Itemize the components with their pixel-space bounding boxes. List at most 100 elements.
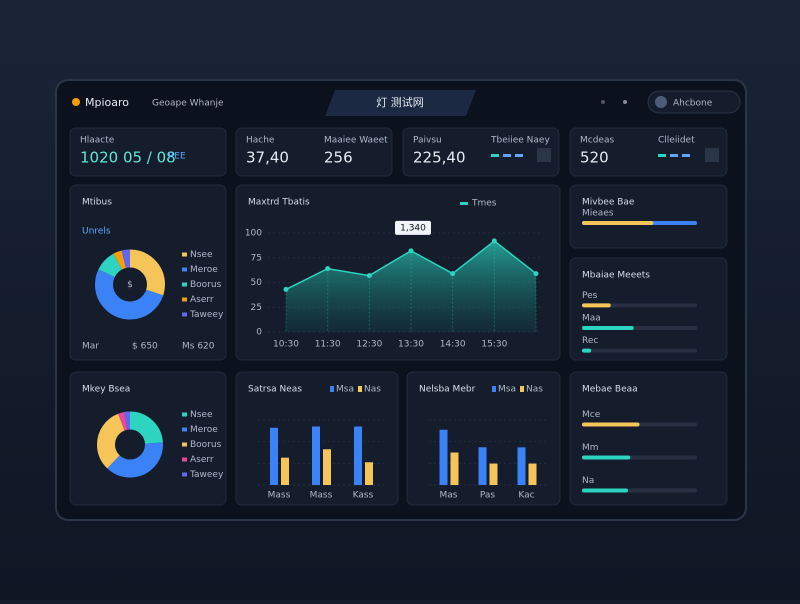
progress-label: Pes bbox=[582, 291, 598, 301]
legend-swatch bbox=[520, 386, 524, 392]
page-title: 灯 测试网 bbox=[376, 96, 424, 109]
legend-label: Nas bbox=[526, 385, 543, 395]
legend-swatch bbox=[182, 472, 187, 477]
icon[interactable] bbox=[601, 100, 605, 104]
kpi-dot bbox=[682, 154, 690, 157]
legend-label: Aserr bbox=[190, 455, 214, 465]
point bbox=[491, 238, 497, 244]
point bbox=[533, 271, 539, 277]
bar bbox=[281, 457, 289, 485]
user-pill[interactable] bbox=[647, 90, 741, 114]
donut-segment bbox=[97, 411, 163, 478]
x-tick-label: 14:30 bbox=[440, 340, 466, 350]
y-tick-label: 50 bbox=[251, 278, 263, 288]
nav[interactable]: Geoape Whanje bbox=[152, 99, 224, 109]
legend-label: Taweey bbox=[189, 470, 224, 480]
kpi-icon bbox=[705, 148, 719, 162]
progress-label: Rec bbox=[582, 336, 598, 346]
kpi-dot bbox=[515, 154, 523, 157]
legend-label: Meroe bbox=[190, 425, 218, 435]
progress-fill bbox=[582, 422, 640, 427]
progress-track bbox=[582, 348, 697, 353]
card bbox=[235, 127, 393, 177]
kpi-label: Maaiee Waeet bbox=[324, 136, 388, 146]
legend-label: Nsee bbox=[190, 410, 213, 420]
legend-swatch bbox=[182, 427, 187, 432]
title-tab bbox=[325, 90, 476, 116]
kpi-dot bbox=[658, 154, 666, 157]
progress-label: Mieaes bbox=[582, 209, 614, 219]
legend-swatch bbox=[182, 297, 187, 302]
legend-label: Boorus bbox=[190, 440, 222, 450]
donut-segment bbox=[95, 249, 165, 320]
legend-label: Nsee bbox=[190, 250, 213, 260]
kpi-label: Clleiidet bbox=[658, 136, 695, 146]
point bbox=[408, 248, 414, 254]
kpi-dot bbox=[503, 154, 511, 157]
footer-label: Ms 620 bbox=[182, 342, 215, 352]
panel-title: Mtibus bbox=[82, 198, 112, 208]
x-tick-label: 12:30 bbox=[356, 340, 382, 350]
x-tick-label: Pas bbox=[480, 491, 496, 501]
legend-swatch bbox=[358, 386, 362, 392]
x-tick-label: Kac bbox=[518, 491, 534, 501]
panel-title: Satrsa Neas bbox=[248, 385, 302, 395]
x-tick-label: Mass bbox=[310, 491, 333, 501]
bar bbox=[270, 427, 278, 485]
kpi-dot bbox=[491, 154, 499, 157]
donut-segment bbox=[95, 249, 165, 320]
y-tick-label: 100 bbox=[245, 229, 262, 239]
panel-title: Mbaiae Meeets bbox=[582, 271, 650, 281]
legend-label: Msa bbox=[498, 385, 516, 395]
bar bbox=[439, 429, 448, 485]
x-tick-label: Kass bbox=[353, 491, 374, 501]
progress-fill bbox=[582, 348, 592, 353]
legend-swatch bbox=[460, 202, 468, 205]
legend-label: Msa bbox=[336, 385, 354, 395]
bar bbox=[478, 447, 487, 485]
card bbox=[402, 127, 560, 177]
y-tick-label: 25 bbox=[251, 303, 262, 313]
card bbox=[69, 127, 227, 177]
card bbox=[569, 257, 728, 361]
legend-label: Taweey bbox=[189, 310, 224, 320]
legend-label: Boorus bbox=[190, 280, 222, 290]
legend-swatch bbox=[182, 282, 187, 287]
progress-fill bbox=[582, 303, 611, 308]
y-tick-label: 75 bbox=[251, 253, 262, 263]
card bbox=[569, 184, 728, 249]
card bbox=[569, 127, 728, 177]
kpi-label: Hlaacte bbox=[80, 136, 115, 146]
bar bbox=[354, 426, 362, 485]
kpi-label: Tbeiiee Naey bbox=[490, 136, 550, 146]
kpi-tag: REE bbox=[168, 152, 186, 162]
progress-track bbox=[582, 303, 697, 308]
avatar bbox=[655, 96, 667, 108]
footer-label: $ 650 bbox=[132, 342, 158, 352]
x-tick-label: 11:30 bbox=[315, 340, 341, 350]
progress-fill bbox=[582, 455, 631, 460]
point bbox=[325, 266, 331, 272]
bar bbox=[450, 452, 459, 485]
x-tick-label: 10:30 bbox=[273, 340, 299, 350]
x-tick-label: 13:30 bbox=[398, 340, 424, 350]
legend-swatch bbox=[182, 312, 187, 317]
kpi-label: Mcdeas bbox=[580, 136, 614, 146]
kpi-value: 1020 05 / 08 bbox=[80, 149, 176, 167]
progress-label: Maa bbox=[582, 314, 601, 324]
bar bbox=[312, 426, 320, 485]
bar bbox=[528, 463, 537, 485]
point bbox=[366, 273, 372, 279]
point bbox=[283, 286, 289, 292]
legend-label: Nas bbox=[364, 385, 381, 395]
progress-label: Na bbox=[582, 476, 594, 486]
progress-label: Mm bbox=[582, 443, 599, 453]
legend-swatch bbox=[492, 386, 496, 392]
icon[interactable] bbox=[623, 100, 627, 104]
legend-label: Tmes bbox=[471, 199, 497, 209]
kpi-value: 225,40 bbox=[413, 149, 466, 167]
panel-title: Mivbee Bae bbox=[582, 198, 635, 208]
donut-segment bbox=[97, 411, 163, 478]
x-tick-label: 15:30 bbox=[481, 340, 507, 350]
